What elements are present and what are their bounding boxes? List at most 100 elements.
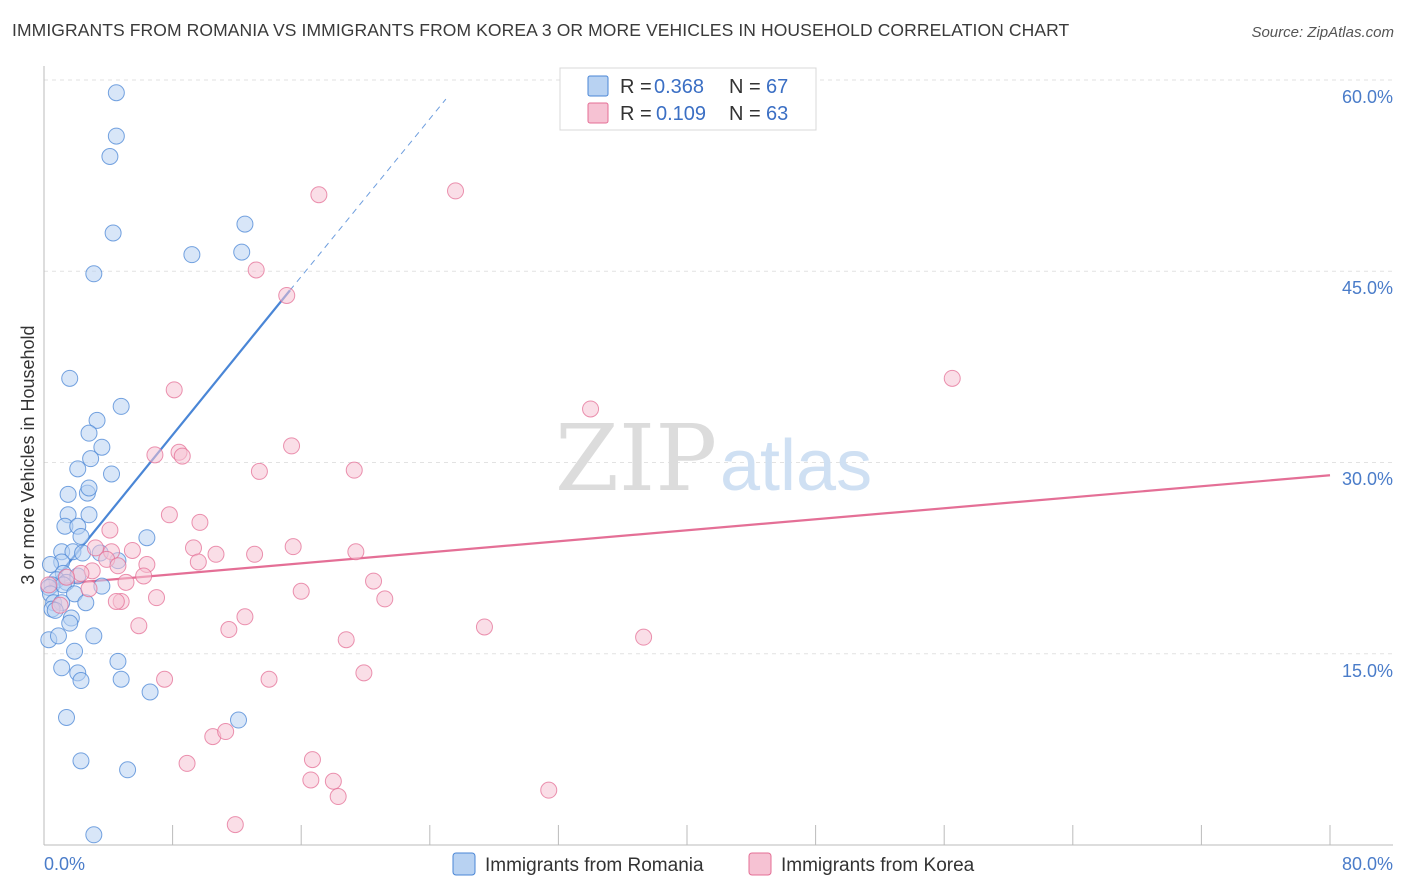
romania-point-60 [230,711,248,729]
watermark-atlas: atlas [720,426,872,506]
romania-point-9 [112,397,130,415]
romania-trend-extension [289,98,447,291]
romania-point-20 [80,506,98,524]
korea-point-39 [376,590,394,608]
romania-point-44 [77,594,95,612]
bottom-legend-label-korea: Immigrants from Korea [781,855,975,876]
romania-point-52 [66,642,84,660]
romania-point-8 [61,369,79,387]
romania-point-18 [80,479,98,497]
romania-point-53 [53,659,71,677]
korea-point-41 [51,596,69,614]
romania-point-10 [88,411,106,429]
korea-point-16 [86,539,104,557]
watermark-zip: ZIP [555,405,717,512]
legend-swatch-romania [587,75,609,97]
korea-point-2 [247,261,265,279]
legend-n-label-romania: N = [729,76,761,98]
korea-point-32 [117,573,135,591]
korea-point-30 [135,567,153,585]
y-tick-label-30: 30.0% [1342,469,1393,489]
korea-point-11 [250,462,268,480]
romania-point-24 [138,529,156,547]
korea-point-46 [635,628,653,646]
korea-point-53 [178,754,196,772]
romania-point-11 [80,424,98,442]
romania-point-4 [236,215,254,233]
romania-point-62 [119,761,137,779]
korea-point-21 [207,545,225,563]
axes [43,66,1393,846]
korea-point-43 [130,617,148,635]
korea-point-52 [217,723,235,741]
korea-point-48 [355,664,373,682]
korea-point-40 [107,592,125,610]
chart-title: IMMIGRANTS FROM ROMANIA VS IMMIGRANTS FR… [12,20,1070,40]
romania-point-51 [85,627,103,645]
romania-point-23 [72,527,90,545]
legend-swatch-korea [587,102,609,124]
romania-point-58 [141,683,159,701]
korea-point-4 [943,369,961,387]
romania-point-12 [93,438,111,456]
bottom-legend-swatch-korea [748,852,772,876]
korea-point-56 [324,772,342,790]
korea-point-31 [58,568,76,586]
romania-point-3 [104,224,122,242]
romania-point-0 [107,84,125,102]
romania-point-6 [183,246,201,264]
korea-point-58 [540,781,558,799]
romania-point-13 [82,450,100,468]
y-tick-label-45: 45.0% [1342,278,1393,298]
x-tick-label-min: 0.0% [44,854,85,874]
korea-point-6 [582,400,600,418]
romania-point-14 [69,460,87,478]
legend-n-label-korea: N = [729,103,761,125]
korea-point-0 [310,186,328,204]
korea-point-5 [165,381,183,399]
korea-point-59 [226,816,244,834]
romania-point-54 [109,652,127,670]
legend-n-value-korea: 63 [766,103,788,125]
romania-point-59 [58,709,76,726]
korea-point-22 [246,545,264,563]
korea-point-1 [447,182,465,200]
y-tick-label-15: 15.0% [1342,661,1393,681]
romania-point-56 [72,672,90,690]
korea-point-25 [189,553,207,571]
romania-point-1 [107,127,125,145]
legend: R = 0.368 N = 67 R = 0.109 N = 63 [559,67,817,131]
korea-point-45 [475,618,493,636]
korea-point-50 [260,670,278,688]
y-tick-label-60: 60.0% [1342,87,1393,107]
legend-r-label-romania: R = [620,76,652,98]
romania-point-16 [59,485,77,503]
korea-point-19 [123,541,141,559]
bottom-legend-swatch-romania [452,852,476,876]
korea-point-23 [347,543,365,561]
korea-trend-line [48,474,1331,586]
trend-lines [47,98,1331,589]
korea-point-14 [191,513,209,531]
korea-point-33 [365,572,383,590]
korea-point-54 [303,751,321,769]
korea-point-29 [72,564,90,582]
korea-point-18 [284,538,302,556]
y-axis-label: 3 or more Vehicles in Household [18,325,38,584]
korea-point-15 [101,521,119,539]
korea-point-57 [329,788,347,806]
legend-r-value-romania: 0.368 [654,76,704,98]
korea-point-38 [148,589,166,607]
x-tick-label-max: 80.0% [1342,854,1393,874]
romania-point-57 [112,670,130,688]
korea-point-44 [220,621,238,639]
korea-point-10 [173,447,191,465]
romania-point-31 [41,556,59,573]
bottom-legend: Immigrants from Romania Immigrants from … [452,852,975,876]
watermark: ZIP atlas [555,405,872,512]
romania-point-50 [49,627,67,645]
korea-point-34 [40,576,58,594]
romania-point-48 [61,614,79,632]
korea-point-36 [292,582,310,600]
